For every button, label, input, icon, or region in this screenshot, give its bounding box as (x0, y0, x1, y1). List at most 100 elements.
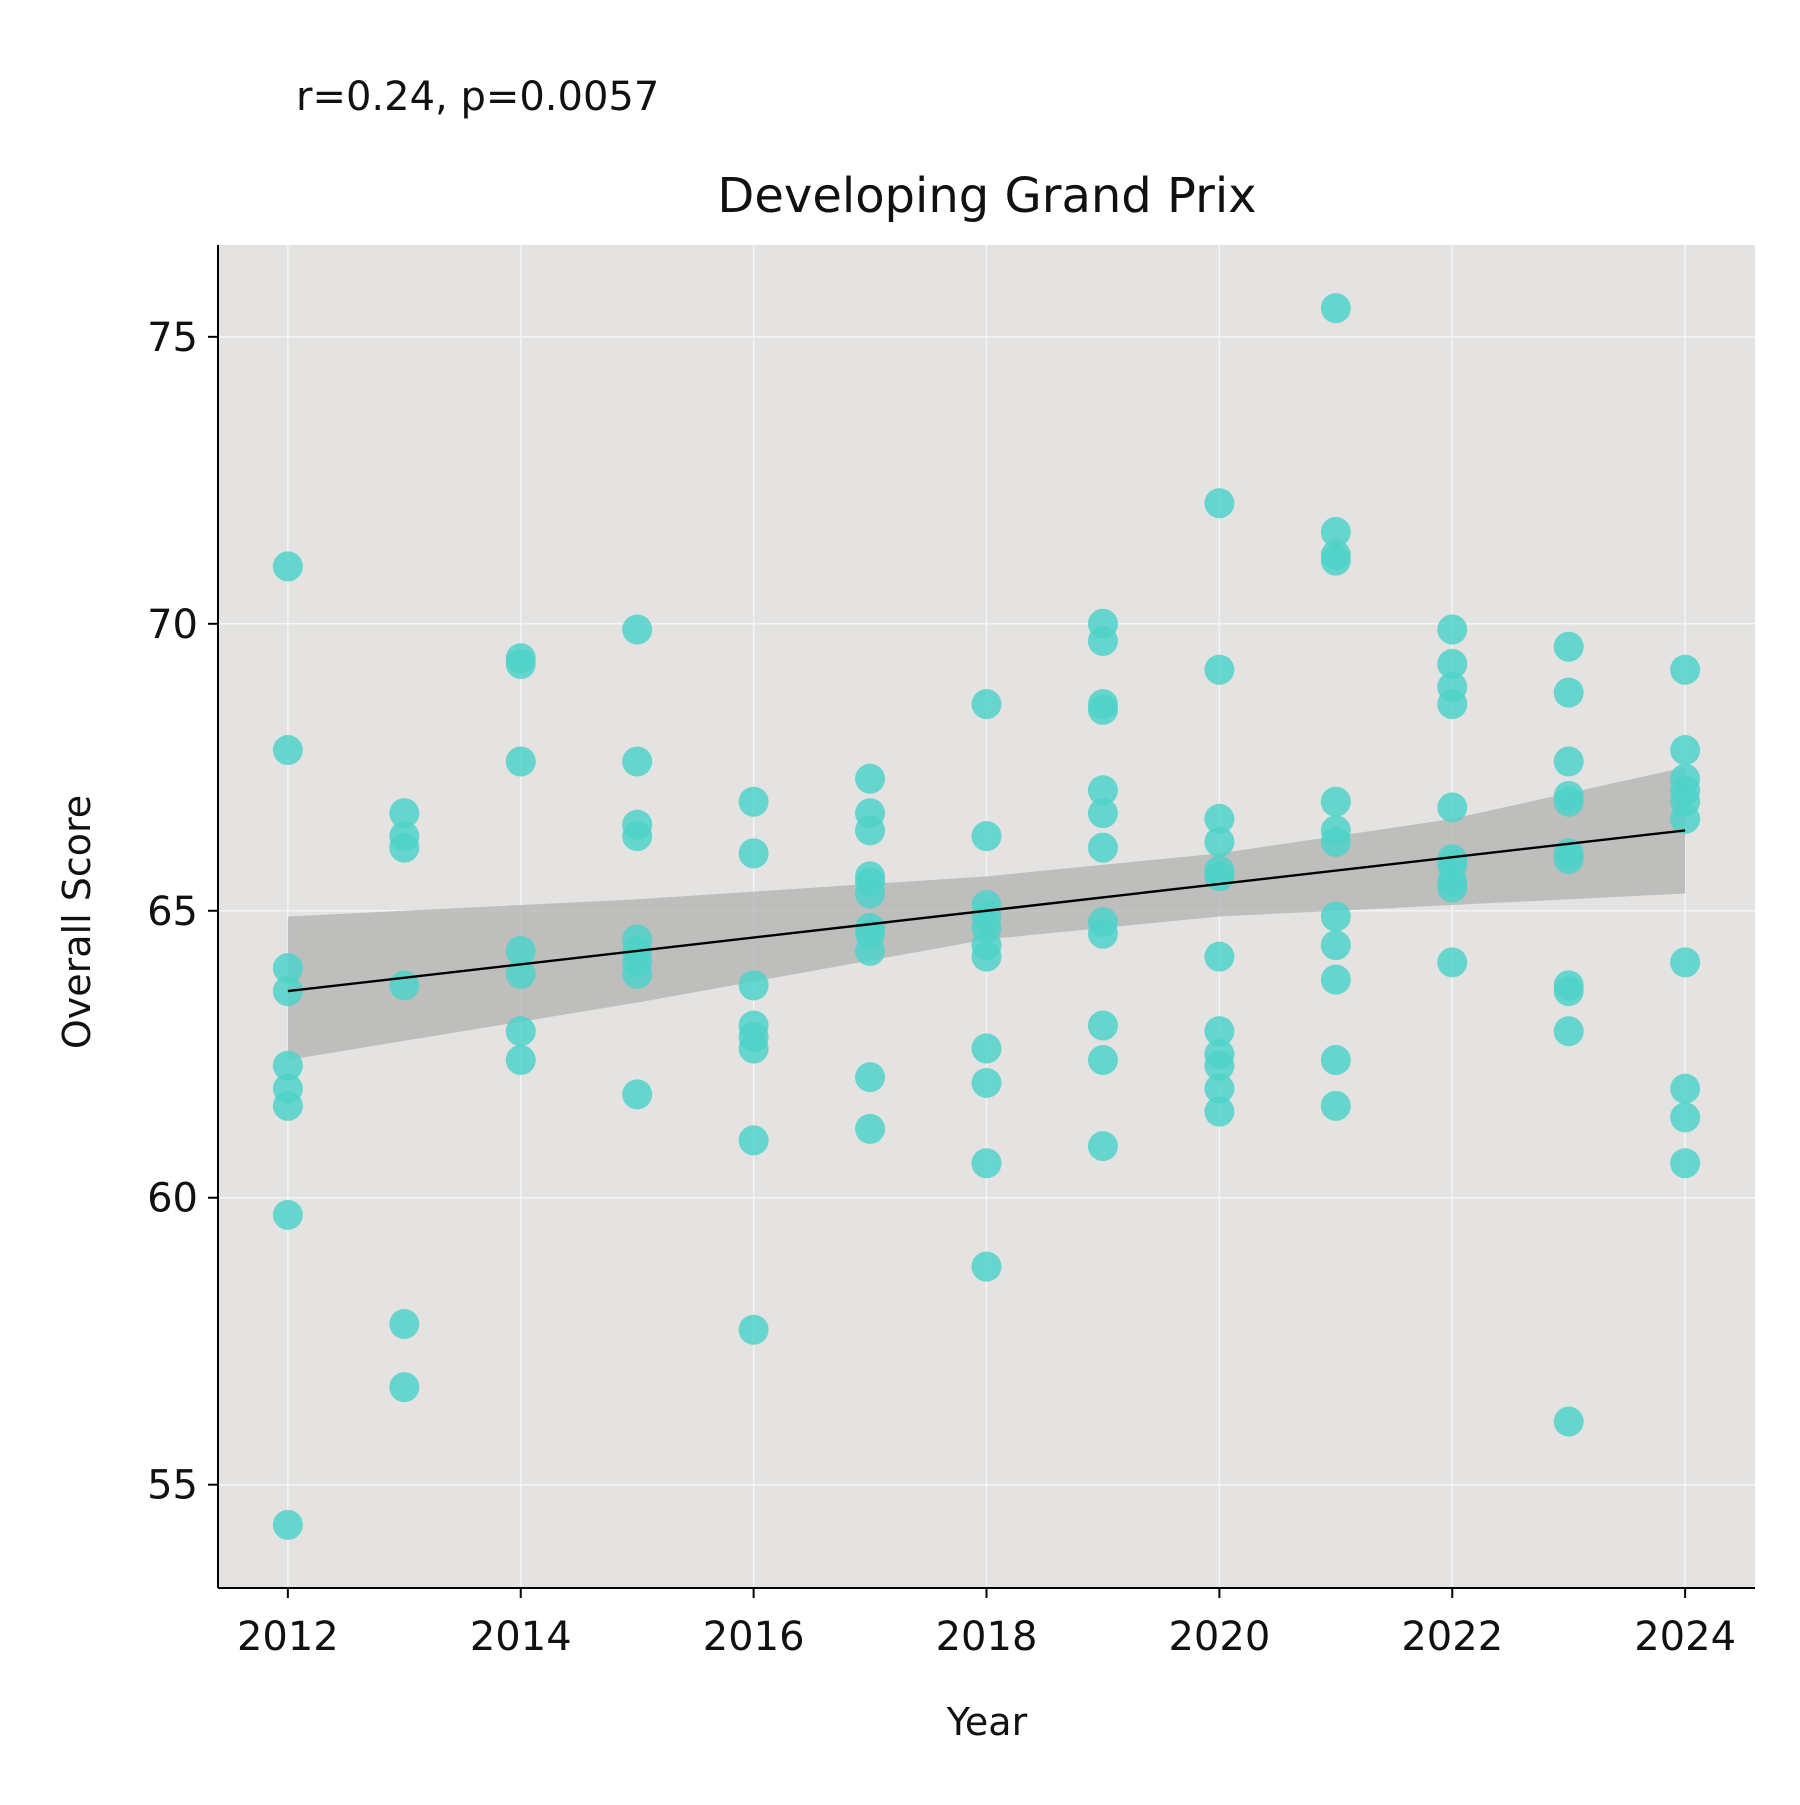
data-point (1204, 1096, 1235, 1127)
chart-title: Developing Grand Prix (717, 168, 1256, 224)
data-point (971, 941, 1002, 972)
data-point (272, 1199, 303, 1230)
y-tick-label: 60 (147, 1176, 198, 1222)
data-point (1553, 976, 1584, 1007)
x-tick-label: 2020 (1168, 1614, 1270, 1660)
data-point (1670, 1102, 1701, 1133)
data-points (272, 293, 1701, 1540)
data-point (1320, 1044, 1351, 1075)
data-point (1087, 798, 1118, 829)
y-tick-label: 65 (147, 889, 198, 935)
data-point (738, 786, 769, 817)
data-point (1087, 1131, 1118, 1162)
data-point (1670, 654, 1701, 685)
data-point (855, 815, 886, 846)
data-point (272, 735, 303, 766)
data-point (1320, 516, 1351, 547)
data-point (1553, 786, 1584, 817)
data-point (1670, 947, 1701, 978)
data-point (622, 746, 653, 777)
data-point (1320, 901, 1351, 932)
data-point (1553, 844, 1584, 875)
data-point (1204, 826, 1235, 857)
data-point (1670, 1073, 1701, 1104)
data-point (1553, 746, 1584, 777)
tick-labels: 2012 2014 2016 2018 2020 2022 2024 55 60 65 70 75 (147, 315, 1736, 1660)
x-axis-label: Year (946, 1700, 1028, 1744)
data-point (622, 614, 653, 645)
data-point (1204, 654, 1235, 685)
y-tick-label: 55 (147, 1463, 198, 1509)
data-point (1437, 947, 1468, 978)
data-point (1087, 918, 1118, 949)
correlation-annotation: r=0.24, p=0.0057 (296, 74, 659, 120)
data-point (1437, 872, 1468, 903)
data-point (1204, 488, 1235, 519)
data-point (855, 763, 886, 794)
x-tick-label: 2022 (1401, 1614, 1503, 1660)
data-point (622, 1079, 653, 1110)
data-point (389, 970, 420, 1001)
y-axis-label: Overall Score (55, 795, 99, 1049)
data-point (1320, 293, 1351, 324)
data-point (272, 1050, 303, 1081)
data-point (1320, 930, 1351, 961)
x-tick-label: 2016 (703, 1614, 805, 1660)
data-point (1320, 545, 1351, 576)
data-point (1204, 861, 1235, 892)
y-tick-label: 70 (147, 602, 198, 648)
data-point (1204, 1073, 1235, 1104)
data-point (1437, 689, 1468, 720)
data-point (272, 551, 303, 582)
data-point (505, 1044, 536, 1075)
data-point (1320, 826, 1351, 857)
x-tick-label: 2024 (1634, 1614, 1736, 1660)
data-point (1204, 1050, 1235, 1081)
y-tick-label: 75 (147, 315, 198, 361)
data-point (1437, 648, 1468, 679)
data-point (855, 1113, 886, 1144)
x-tick-label: 2012 (237, 1614, 339, 1660)
data-point (738, 1125, 769, 1156)
data-point (1087, 832, 1118, 863)
data-point (738, 970, 769, 1001)
data-point (1087, 1010, 1118, 1041)
data-point (1320, 964, 1351, 995)
data-point (1670, 735, 1701, 766)
data-point (1087, 626, 1118, 657)
data-point (1087, 1044, 1118, 1075)
data-point (738, 838, 769, 869)
data-point (272, 953, 303, 984)
x-tick-label: 2018 (936, 1614, 1038, 1660)
data-point (1087, 775, 1118, 806)
data-point (855, 1062, 886, 1093)
data-point (1670, 803, 1701, 834)
data-point (1087, 694, 1118, 725)
data-point (272, 1090, 303, 1121)
data-point (738, 1033, 769, 1064)
data-point (1437, 792, 1468, 823)
data-point (505, 746, 536, 777)
data-point (622, 821, 653, 852)
data-point (389, 832, 420, 863)
data-point (1204, 941, 1235, 972)
fit-line-layer (287, 829, 1686, 993)
data-point (505, 1016, 536, 1047)
data-point (1204, 803, 1235, 834)
data-point (389, 798, 420, 829)
data-point (738, 1314, 769, 1345)
data-point (971, 689, 1002, 720)
data-point (971, 1067, 1002, 1098)
data-point (1553, 631, 1584, 662)
data-point (1553, 1406, 1584, 1437)
data-point (505, 648, 536, 679)
data-point (971, 1033, 1002, 1064)
data-point (1204, 1016, 1235, 1047)
data-point (855, 878, 886, 909)
data-point (1670, 1148, 1701, 1179)
data-point (971, 1148, 1002, 1179)
data-point (1437, 614, 1468, 645)
data-point (622, 958, 653, 989)
data-point (1553, 1016, 1584, 1047)
